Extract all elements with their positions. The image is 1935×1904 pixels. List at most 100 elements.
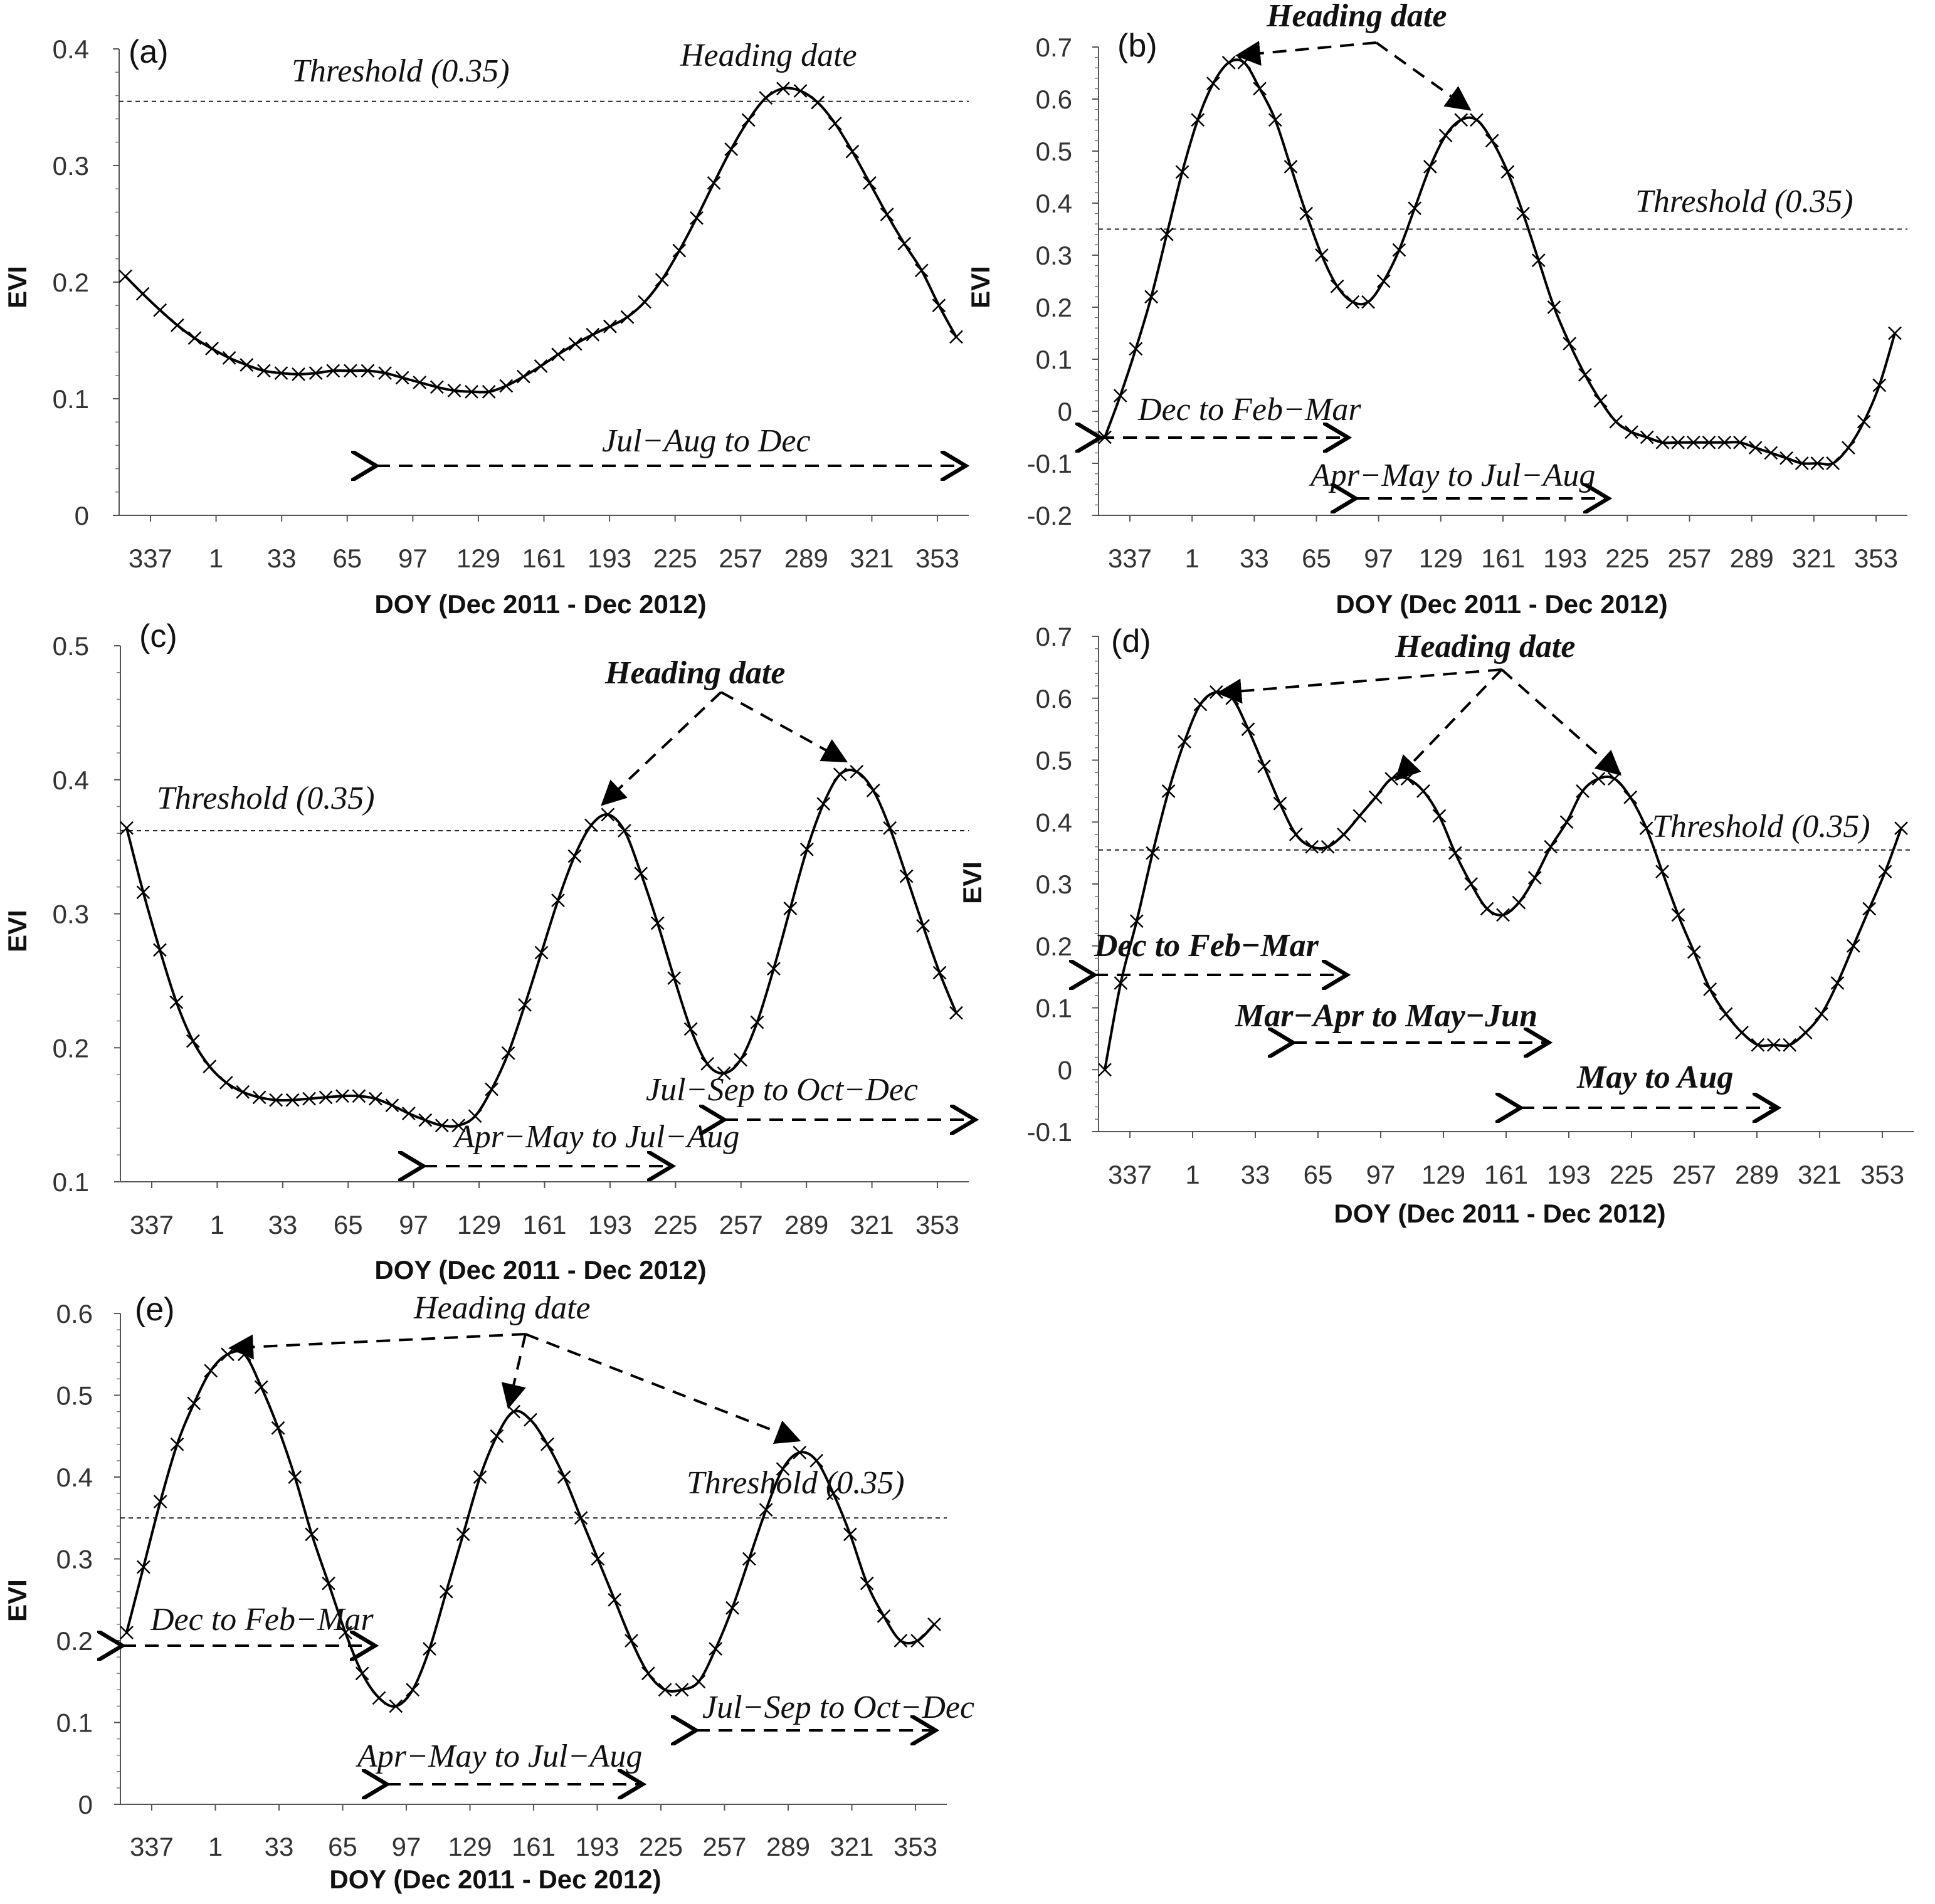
panel-a-data-point xyxy=(499,379,514,393)
panel-e-data-point xyxy=(456,1527,470,1542)
panel-d-data-point xyxy=(1464,877,1479,891)
panel-a-season-label: Jul−Aug to Dec xyxy=(602,423,811,459)
panel-a-data-point xyxy=(430,380,444,394)
panel-a: 0 0.1 0.2 0.3 0.4 337 1 33 65 97 129 161 193 225 257 28… xyxy=(3,34,969,619)
panel-b-data-point xyxy=(1500,165,1515,179)
panel-e: 0 0.1 0.2 0.3 0.4 0.5 0.6 337 1 33 65 97 129 161 193 22… xyxy=(3,1290,974,1894)
panel-a-x-axis-label: DOY (Dec 2011 - Dec 2012) xyxy=(374,589,706,619)
panel-d-data-point xyxy=(1576,784,1590,798)
panel-b-data-point xyxy=(1857,414,1871,429)
panel-b-data-point xyxy=(1655,435,1670,450)
panel-e-data-point xyxy=(709,1642,723,1656)
panel-b-y-tick-label: -0.2 xyxy=(1027,501,1072,530)
panel-a-data-point xyxy=(326,364,340,378)
panel-a-data-point xyxy=(603,319,617,334)
panel-c-x-axis-label: DOY (Dec 2011 - Dec 2012) xyxy=(374,1255,706,1285)
panel-a-y-axis-label: EVI xyxy=(3,266,32,308)
panel-a-data-point xyxy=(914,263,929,278)
panel-b-data-point xyxy=(1563,337,1577,350)
panel-a-data-point xyxy=(655,273,669,287)
panel-a-data-point xyxy=(793,84,808,98)
panel-e-data-point xyxy=(322,1576,335,1591)
panel-e-data-point xyxy=(221,1347,235,1362)
panel-b-data-point xyxy=(1640,430,1654,444)
panel-d-x-tick-label: 353 xyxy=(1860,1160,1904,1189)
panel-e-axes: 0 0.1 0.2 0.3 0.4 0.5 0.6 337 1 33 65 97 129 161 193 22… xyxy=(56,1299,947,1861)
panel-b-data-point xyxy=(1253,82,1267,96)
panel-d-data-point xyxy=(1559,815,1574,829)
panel-b-x-tick-label: 289 xyxy=(1730,544,1774,573)
panel-b-data-point xyxy=(1485,134,1499,148)
panel-b-heading-date-label: Heading date xyxy=(1266,0,1447,34)
panel-c-x-tick-label: 225 xyxy=(653,1210,697,1239)
panel-b-axes: -0.2 -0.1 0 0.1 0.2 0.3 0.4 0.5 0.6 0.7 337 1 33 65 97… xyxy=(1027,33,1907,573)
panel-d-x-tick-label: 337 xyxy=(1108,1160,1152,1189)
panel-e-x-tick-label: 289 xyxy=(766,1832,810,1861)
panel-d-data-point xyxy=(1368,790,1383,804)
panel-a-x-tick-label: 65 xyxy=(332,544,362,573)
panel-a-data-point xyxy=(153,303,167,317)
panel-b-data-point xyxy=(1454,113,1468,127)
panel-e-data-point xyxy=(237,1347,251,1362)
panel-d-x-tick-label: 65 xyxy=(1304,1160,1333,1189)
panel-d-x-tick-label: 1 xyxy=(1185,1160,1199,1189)
panel-c-data-point xyxy=(501,1046,515,1060)
panel-a-data-point xyxy=(395,371,409,385)
panel-a-x-tick-label: 161 xyxy=(522,544,566,573)
panel-b-data-point xyxy=(1593,394,1608,408)
panel-a-data-point xyxy=(187,331,202,345)
panel-d-y-tick-label: 0.7 xyxy=(1036,622,1072,651)
panel-c-data-point xyxy=(468,1109,482,1123)
panel-c-data-point xyxy=(866,783,880,797)
panel-e-y-axis-label: EVI xyxy=(3,1579,32,1622)
panel-b-data-point xyxy=(1547,300,1561,314)
panel-b-data-point xyxy=(1284,160,1298,174)
panel-c-x-tick-label: 353 xyxy=(915,1210,959,1239)
panel-d-x-tick-label: 257 xyxy=(1672,1160,1716,1189)
panel-c-heading-arrow-2 xyxy=(720,691,848,762)
panel-c-heading-date-label: Heading date xyxy=(604,655,785,691)
panel-d-x-tick-label: 289 xyxy=(1735,1160,1779,1189)
panel-b-y-tick-label: 0.3 xyxy=(1036,241,1072,270)
panel-b-threshold-label: Threshold (0.35) xyxy=(1635,184,1853,219)
panel-d-data-point xyxy=(1894,821,1908,836)
panel-c-x-tick-label: 337 xyxy=(130,1210,174,1239)
panel-c-data-point xyxy=(203,1060,217,1074)
panel-e-y-tick-label: 0.5 xyxy=(56,1381,93,1411)
panel-e-y-tick-label: 0.6 xyxy=(56,1299,93,1328)
panel-d-y-tick-label: 0.1 xyxy=(1036,994,1072,1023)
panel-a-data-point xyxy=(828,117,842,130)
panel-d-data-point xyxy=(1098,1063,1112,1077)
panel-b-data-point xyxy=(1221,56,1236,70)
panel-d-data-point xyxy=(1655,865,1669,879)
panel-a-data-point xyxy=(897,236,912,251)
panel-e-data-point xyxy=(675,1683,689,1697)
panel-c-x-tick-label: 65 xyxy=(334,1210,363,1239)
panel-a-y-tick-label: 0 xyxy=(75,501,89,530)
panel-a-heading-date-label: Heading date xyxy=(680,38,857,73)
panel-e-data-point xyxy=(574,1511,588,1525)
panel-d-data-point xyxy=(1639,821,1653,836)
panel-d-data-point xyxy=(1687,945,1701,959)
panel-e-season-3-label: Jul−Sep to Oct−Dec xyxy=(702,1690,974,1725)
panel-b-y-tick-label: 0.2 xyxy=(1036,293,1072,322)
panel-c-data-point xyxy=(899,869,914,883)
panel-a-data-point xyxy=(949,330,963,344)
panel-a-data-point xyxy=(378,366,392,380)
panel-b-heading-arrow-2 xyxy=(1375,41,1472,111)
panel-d-data-point xyxy=(1544,839,1558,854)
panel-d-y-tick-label: 0.6 xyxy=(1036,684,1072,713)
panel-c-data-point xyxy=(485,1082,499,1097)
panel-c-data-point xyxy=(650,916,665,930)
panel-a-data-point xyxy=(292,367,305,381)
panel-c-data-point xyxy=(335,1089,349,1103)
panel-e-data-point xyxy=(153,1495,167,1509)
panel-d-x-axis-label: DOY (Dec 2011 - Dec 2012) xyxy=(1334,1199,1665,1228)
panel-d-y-tick-label: 0 xyxy=(1058,1055,1072,1085)
panel-b-data-point xyxy=(1625,425,1638,439)
panel-d-data-point xyxy=(1591,772,1606,786)
panel-b-data-point xyxy=(1733,435,1747,450)
panel-a-data-point xyxy=(776,82,790,96)
panel-c-data-point xyxy=(302,1091,316,1106)
panel-e-x-tick-label: 129 xyxy=(448,1832,492,1861)
